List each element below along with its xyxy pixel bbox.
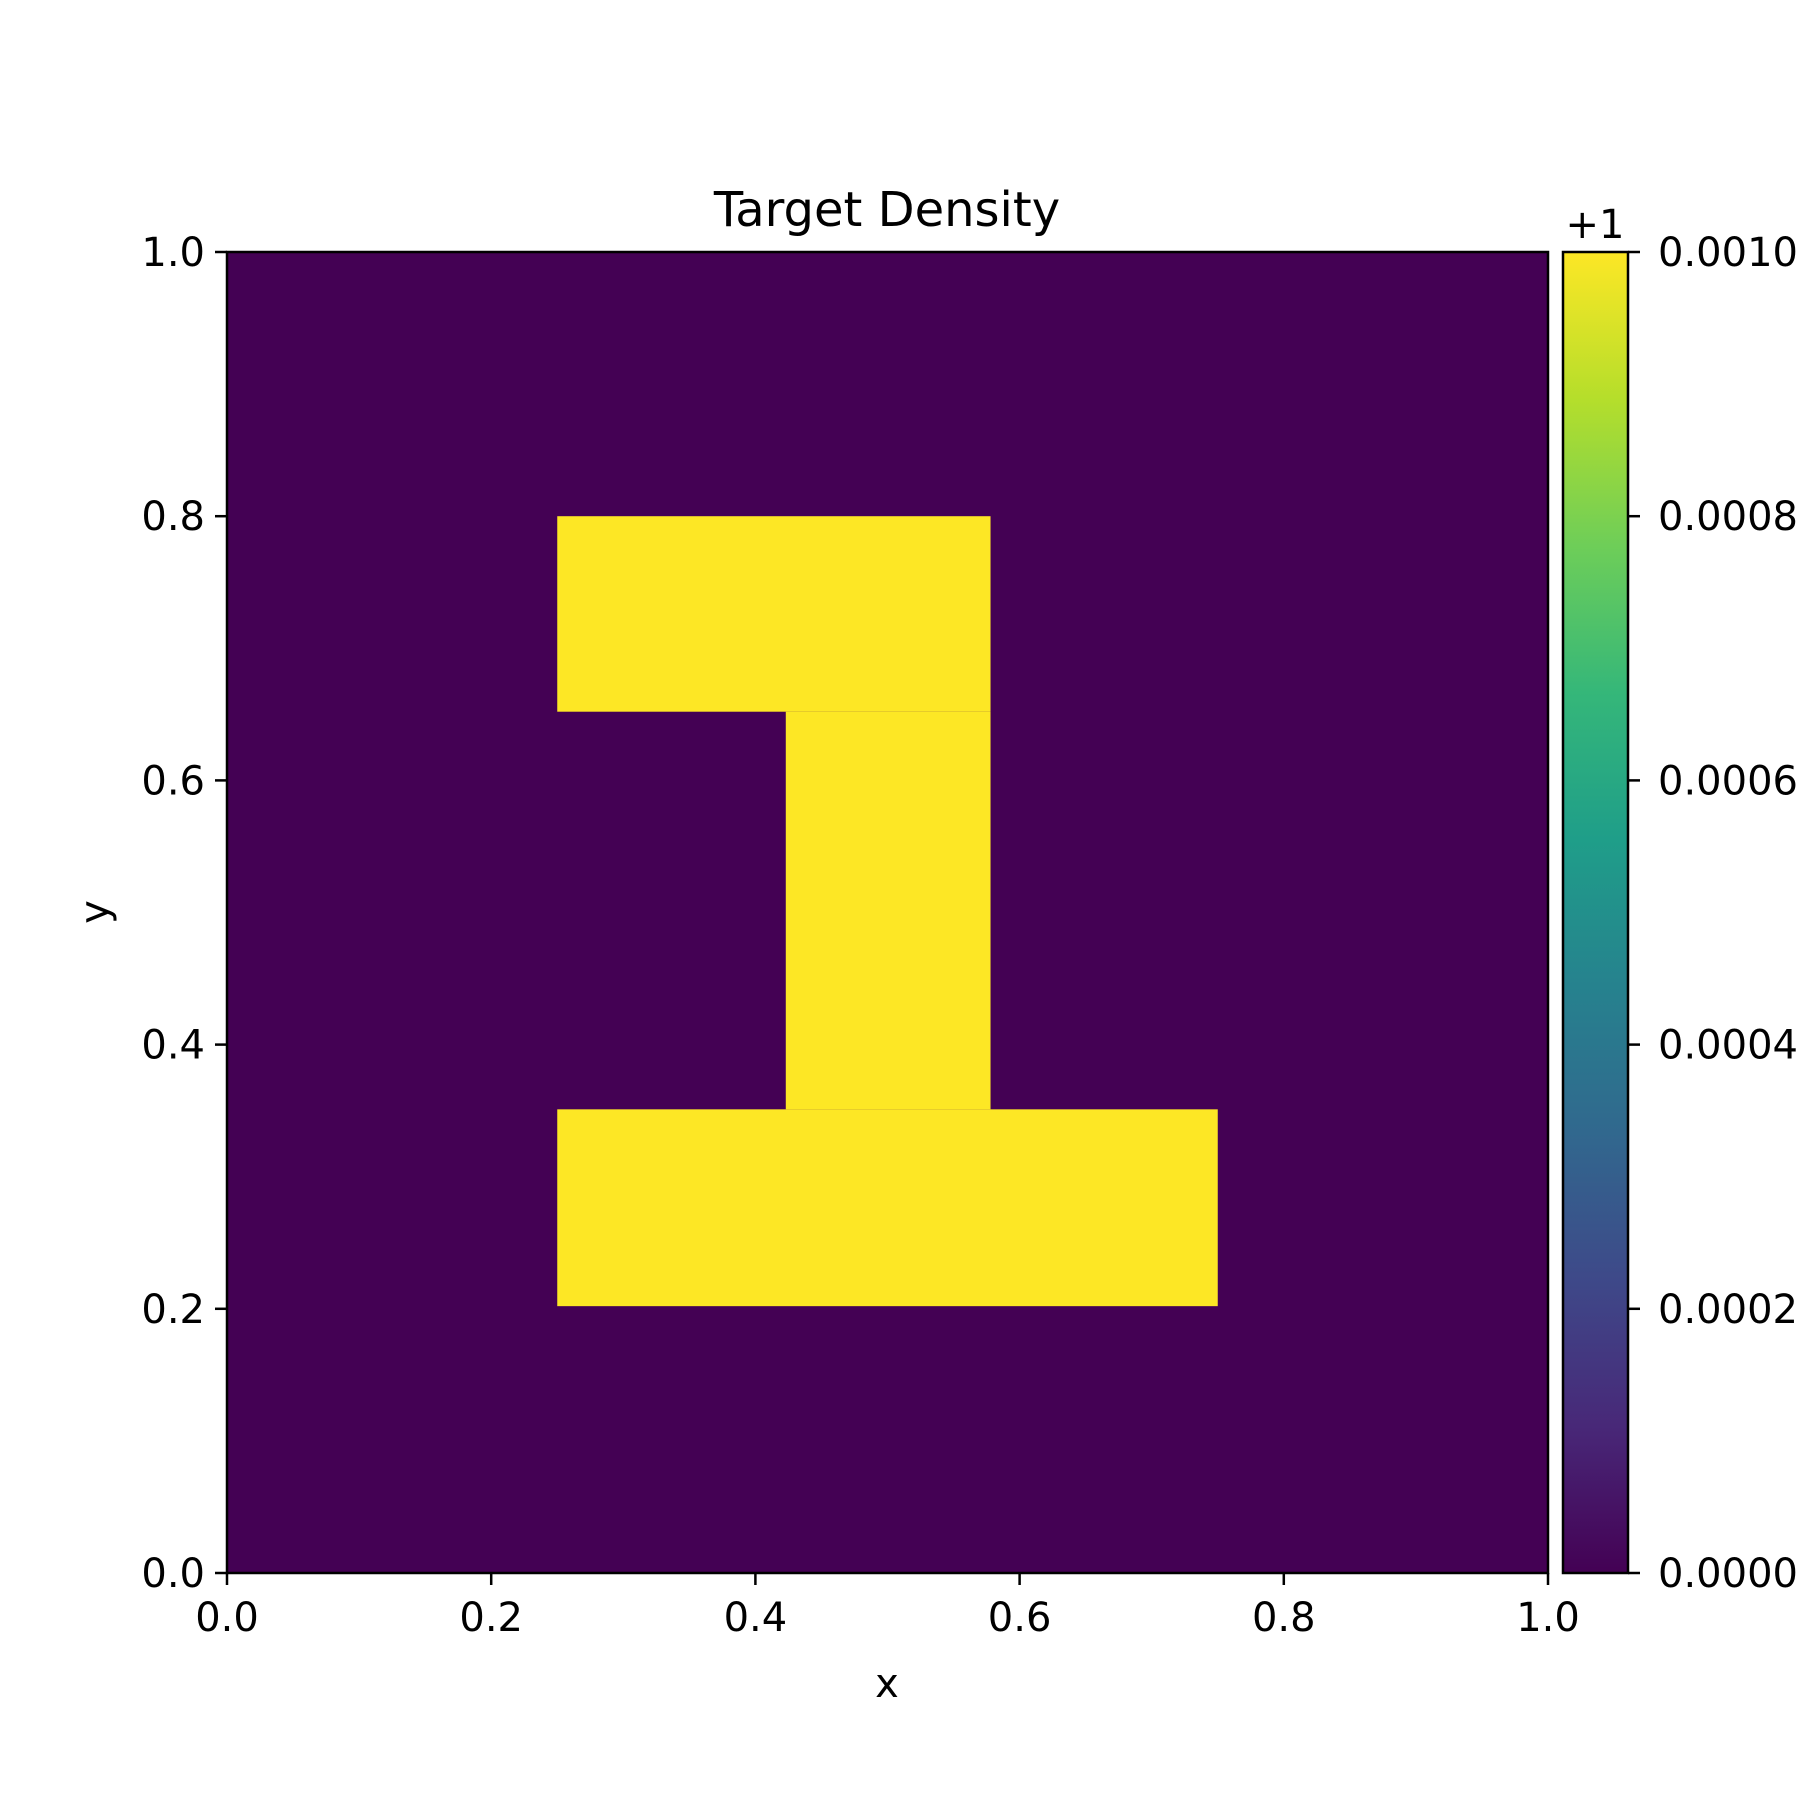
y-tick-label: 1.0 xyxy=(141,230,205,276)
x-tick-label: 1.0 xyxy=(1516,1595,1580,1641)
heatmap-region-1 xyxy=(557,516,991,712)
colorbar-offset-label: +1 xyxy=(1566,202,1625,248)
colorbar-tick-label: 0.0000 xyxy=(1658,1551,1798,1597)
colorbar-tick-label: 0.0008 xyxy=(1658,494,1798,540)
colorbar-tick-label: 0.0010 xyxy=(1658,230,1798,276)
x-tick-label: 0.4 xyxy=(724,1595,788,1641)
colorbar-tick-label: 0.0004 xyxy=(1658,1023,1798,1069)
colorbar-tick-label: 0.0006 xyxy=(1658,758,1798,804)
x-tick-label: 0.2 xyxy=(459,1595,523,1641)
heatmap-region-2 xyxy=(785,711,991,1110)
plot-frame xyxy=(225,250,1550,1575)
colorbar: 0.0000 0.0002 0.0004 0.0006 0.0008 0.0010 +1 xyxy=(1561,202,1798,1597)
y-axis: 0.0 0.2 0.4 0.6 0.8 1.0 xyxy=(141,230,227,1597)
y-tick-label: 0.6 xyxy=(141,758,205,804)
plot-area xyxy=(225,250,1550,1575)
heatmap-region-3 xyxy=(557,1109,1218,1307)
y-tick-label: 0.2 xyxy=(141,1287,205,1333)
y-tick-label: 0.8 xyxy=(141,494,205,540)
chart-title: Target Density xyxy=(713,182,1060,238)
colorbar-tick-label: 0.0002 xyxy=(1658,1287,1798,1333)
colorbar-gradient xyxy=(1563,252,1628,1573)
x-axis: 0.0 0.2 0.4 0.6 0.8 1.0 xyxy=(195,1573,1580,1641)
x-tick-label: 0.0 xyxy=(195,1595,259,1641)
x-axis-label: x xyxy=(875,1661,899,1707)
colorbar-frame xyxy=(1561,250,1630,1575)
y-tick-label: 0.4 xyxy=(141,1023,205,1069)
x-tick-label: 0.6 xyxy=(988,1595,1052,1641)
x-tick-label: 0.8 xyxy=(1252,1595,1316,1641)
y-axis-label: y xyxy=(72,900,118,924)
y-tick-label: 0.0 xyxy=(141,1551,205,1597)
